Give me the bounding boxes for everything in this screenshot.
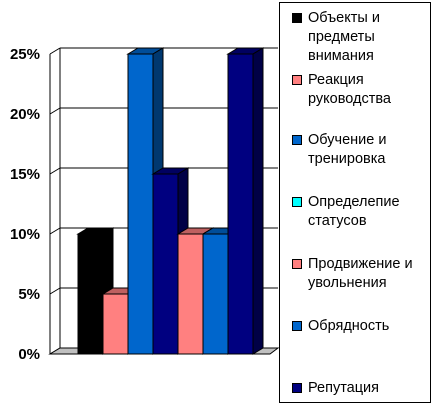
y-axis: 0% 5% 10% 15% 20% 25% <box>10 46 51 363</box>
y-tick-label: 25% <box>10 46 40 63</box>
legend-label: Обучение и тренировка <box>308 132 387 167</box>
bar-front <box>177 233 204 355</box>
y-tick-label: 15% <box>10 166 40 183</box>
legend-swatch <box>292 13 302 23</box>
legend-item: Репутация <box>292 379 428 398</box>
legend-item: Реакция руководства <box>292 71 428 109</box>
bar-front <box>152 173 179 355</box>
legend-label: Репутация <box>308 380 379 396</box>
legend-item: Объекты и предметы внимания <box>292 9 428 66</box>
legend-swatch <box>292 197 302 207</box>
legend-item: Обрядность <box>292 317 428 336</box>
gridline-depth <box>49 47 61 55</box>
legend-label: Реакция руководства <box>308 72 391 107</box>
bar-front <box>102 293 129 355</box>
gridline-depth <box>49 227 61 235</box>
legend-swatch <box>292 135 302 145</box>
bars <box>76 47 265 355</box>
legend-label: Продвижение и увольнения <box>308 256 413 291</box>
legend-swatch <box>292 259 302 269</box>
legend-label: Обрядность <box>308 318 390 334</box>
bar-chart: 0% 5% 10% 15% 20% 25% <box>10 46 280 363</box>
bar-front <box>202 233 229 355</box>
legend-swatch <box>292 383 302 393</box>
legend-swatch <box>292 321 302 331</box>
legend-swatch <box>292 75 302 85</box>
legend-item: Обучение и тренировка <box>292 131 428 169</box>
legend-label: Объекты и предметы внимания <box>308 10 380 64</box>
gridline-depth <box>49 167 61 175</box>
bar-front <box>227 53 254 355</box>
legend-label: Определепие статусов <box>308 194 400 229</box>
bar-side <box>252 47 264 355</box>
bar-front <box>127 53 154 355</box>
legend: Объекты и предметы внимания Реакция руков… <box>279 2 431 403</box>
bar <box>226 47 265 355</box>
y-tick-label: 0% <box>18 346 40 363</box>
legend-item: Продвижение и увольнения <box>292 255 428 293</box>
legend-item: Определепие статусов <box>292 193 428 231</box>
gridline-depth <box>49 107 61 115</box>
y-tick-label: 20% <box>10 106 40 123</box>
bar-front <box>77 233 104 355</box>
y-tick-label: 10% <box>10 226 40 243</box>
gridline-depth <box>49 287 61 295</box>
y-tick-label: 5% <box>18 286 40 303</box>
